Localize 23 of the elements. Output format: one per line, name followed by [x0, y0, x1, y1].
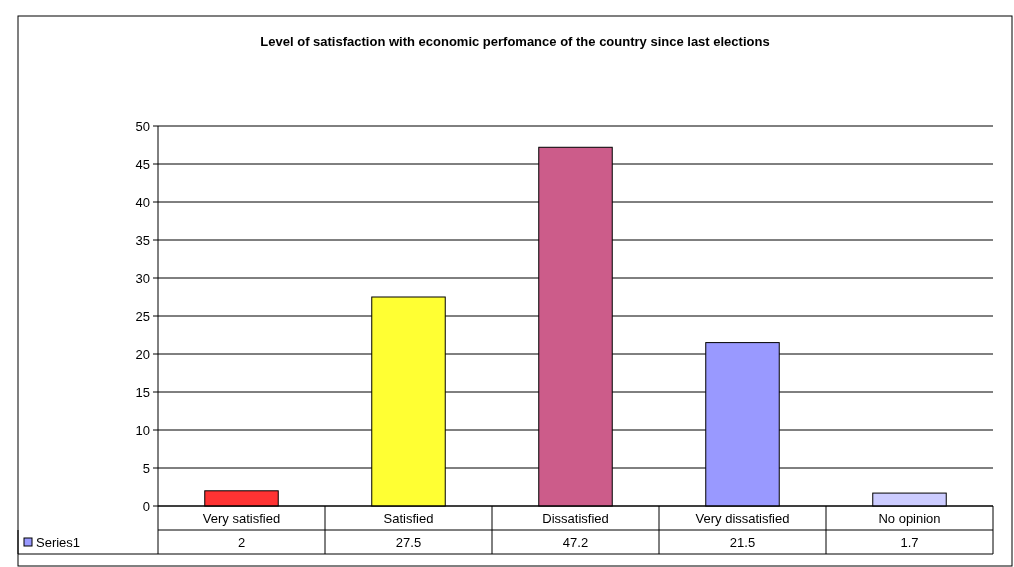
x-tick-label: Very satisfied [202, 510, 281, 526]
legend-label: Series1 [36, 534, 81, 550]
chart-title: Level of satisfaction with economic perfomance of the country since last elections [260, 34, 770, 49]
y-tick-label: 25 [135, 308, 150, 324]
x-tick-label: No opinion [878, 510, 941, 526]
x-tick-label: Dissatisfied [542, 510, 609, 526]
y-tick-label: 20 [135, 346, 150, 362]
data-label: 47.2 [562, 534, 589, 550]
y-tick-label: 35 [135, 232, 150, 248]
x-tick-label: Very dissatisfied [695, 510, 790, 526]
y-tick-label: 50 [135, 118, 150, 134]
data-label: 1.7 [900, 534, 919, 550]
x-tick-label: Satisfied [383, 510, 434, 526]
data-label: 2 [237, 534, 246, 550]
y-tick-label: 0 [142, 498, 150, 514]
data-label: 27.5 [395, 534, 422, 550]
data-label: 21.5 [729, 534, 756, 550]
y-tick-label: 30 [135, 270, 150, 286]
y-tick-label: 45 [135, 156, 150, 172]
y-tick-label: 40 [135, 194, 150, 210]
y-tick-label: 5 [142, 460, 150, 476]
y-tick-label: 15 [135, 384, 150, 400]
y-tick-label: 10 [135, 422, 150, 438]
